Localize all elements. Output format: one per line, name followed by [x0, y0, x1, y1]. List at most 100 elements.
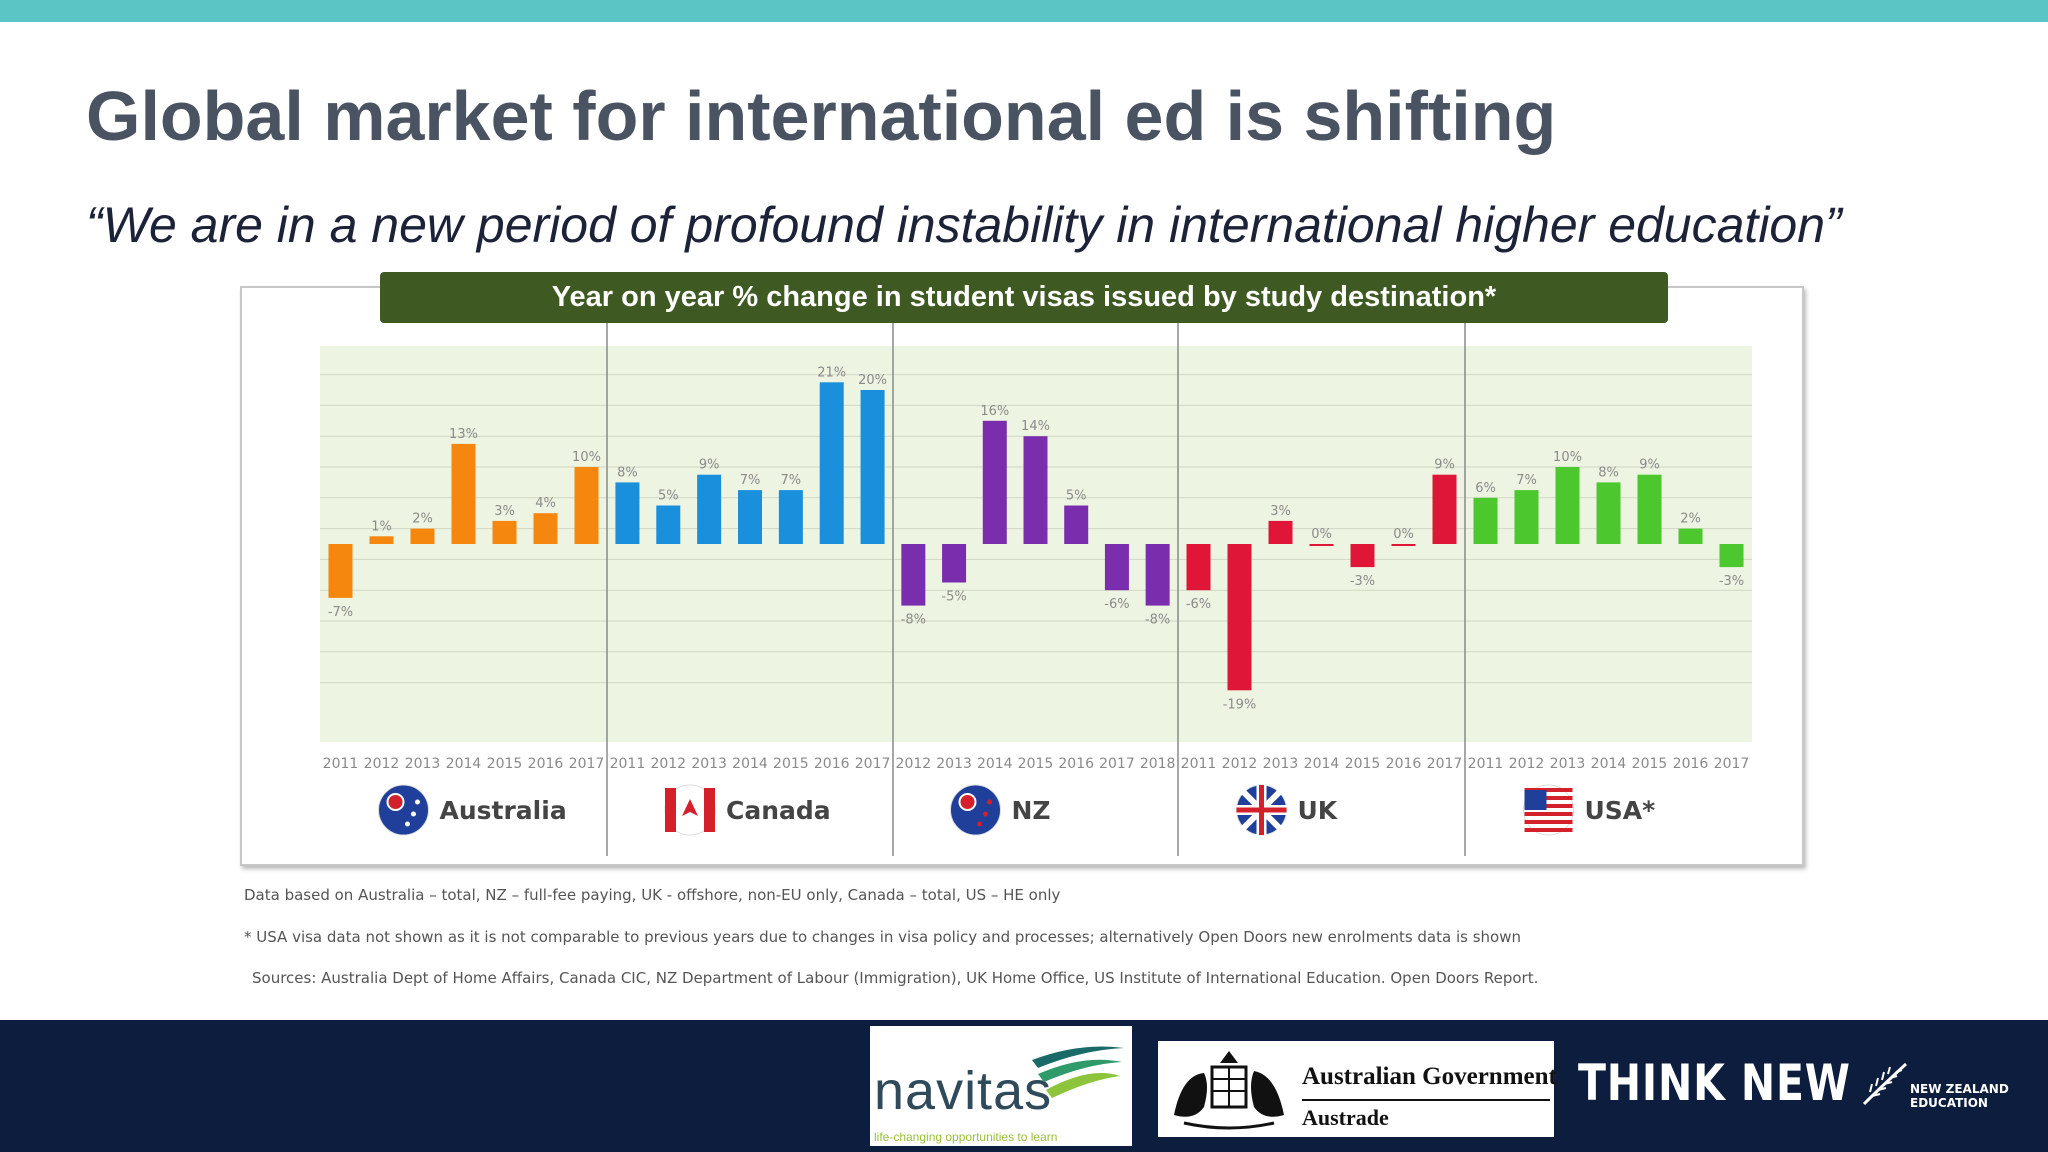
- chart-heading: Year on year % change in student visas i…: [380, 272, 1668, 323]
- series-uk: -6% 2011 -19% 2012 3% 2013 0% 2014 -3% 2015 0% 2016…: [1181, 458, 1463, 772]
- data-label: 4%: [535, 496, 556, 511]
- data-label: 7%: [781, 473, 802, 488]
- data-label: -5%: [941, 590, 966, 605]
- flag-band: [704, 788, 715, 832]
- star: [405, 821, 410, 827]
- star: [415, 799, 420, 805]
- x-tick-label: 2013: [1550, 756, 1586, 772]
- nz-education-line1: NEW ZEALAND: [1910, 1082, 2009, 1096]
- data-label: -3%: [1350, 574, 1375, 589]
- data-label: -3%: [1719, 574, 1744, 589]
- stripe: [1524, 804, 1573, 808]
- austrade-logo: Australian Government Austrade: [1158, 1041, 1557, 1137]
- data-label: -8%: [901, 613, 926, 628]
- bar: [1473, 497, 1498, 544]
- data-label: 2%: [412, 512, 433, 527]
- bar: [1268, 520, 1293, 544]
- bar: [369, 536, 394, 544]
- data-label: -6%: [1104, 597, 1129, 612]
- x-tick-label: 2012: [650, 756, 686, 772]
- x-tick-label: 2017: [569, 756, 605, 772]
- bar: [1350, 544, 1375, 568]
- bar: [1023, 436, 1048, 544]
- usa-footnote: * USA visa data not shown as it is not c…: [244, 928, 1521, 946]
- canton: [1524, 790, 1547, 810]
- x-tick-label: 2014: [446, 756, 482, 772]
- group-label: UK: [1298, 796, 1339, 825]
- top-accent-band: [0, 0, 2048, 22]
- stripe: [1524, 812, 1573, 816]
- x-tick-label: 2016: [814, 756, 850, 772]
- bar: [697, 474, 722, 544]
- data-label: 5%: [1066, 489, 1087, 504]
- x-tick-label: 2017: [855, 756, 891, 772]
- x-tick-label: 2015: [1632, 756, 1668, 772]
- bar: [451, 443, 476, 544]
- bar: [328, 544, 353, 598]
- data-label: 5%: [658, 489, 679, 504]
- bar: [615, 482, 640, 544]
- data-label: 7%: [1516, 473, 1537, 488]
- navitas-tagline: life-changing opportunities to learn: [874, 1130, 1058, 1144]
- canada-flag-icon: [664, 784, 716, 836]
- slide-quote: “We are in a new period of profound inst…: [86, 197, 1842, 253]
- x-tick-label: 2011: [323, 756, 359, 772]
- bar: [1391, 544, 1416, 546]
- data-label: -6%: [1186, 597, 1211, 612]
- austrade-text: Austrade: [1302, 1105, 1389, 1130]
- series-usa: 6% 2011 7% 2012 10% 2013 8% 2014 9% 2015 2% 2016 -3%…: [1468, 450, 1750, 772]
- slide-title: Global market for international ed is sh…: [86, 77, 1557, 155]
- think-new-logo: THINK NEW: [1578, 1054, 1851, 1112]
- data-label: 3%: [494, 504, 515, 519]
- x-tick-label: 2017: [1099, 756, 1135, 772]
- x-tick-label: 2011: [1468, 756, 1504, 772]
- x-tick-label: 2013: [405, 756, 441, 772]
- maple-leaf: [682, 799, 698, 816]
- sources-note: Sources: Australia Dept of Home Affairs,…: [252, 969, 1539, 987]
- bar: [1555, 467, 1580, 544]
- flag-disc: [950, 784, 1001, 836]
- group-label: Canada: [726, 796, 831, 825]
- navitas-logo: navitas life-changing opportunities to l…: [870, 1026, 1132, 1146]
- data-label: 8%: [1598, 465, 1619, 480]
- bar: [1064, 505, 1089, 544]
- group-label: NZ: [1012, 796, 1051, 825]
- cross-red: [1236, 785, 1287, 835]
- star: [411, 811, 416, 817]
- bar: [942, 544, 967, 583]
- series-australia: -7% 2011 1% 2012 2% 2013 13% 2014 3% 2015 4% 2016 10…: [323, 427, 605, 772]
- austrade-divider: [1302, 1099, 1550, 1101]
- data-label: 7%: [740, 473, 761, 488]
- x-tick-label: 2011: [610, 756, 646, 772]
- data-label: 10%: [1553, 450, 1582, 465]
- x-tick-label: 2018: [1140, 756, 1176, 772]
- data-label: 13%: [449, 427, 478, 442]
- x-tick-label: 2015: [487, 756, 523, 772]
- data-label: 21%: [817, 365, 846, 380]
- nz-education-line2: EDUCATION: [1910, 1096, 1988, 1110]
- navitas-swoosh-icon: [1032, 1046, 1124, 1098]
- group-label: Australia: [440, 796, 567, 825]
- x-tick-label: 2012: [1509, 756, 1545, 772]
- star: [983, 811, 988, 817]
- nz-flag-icon: [950, 784, 1001, 836]
- stripe: [1524, 788, 1573, 792]
- x-tick-label: 2017: [1427, 756, 1463, 772]
- nz-education-logo: NEW ZEALAND EDUCATION: [1910, 1082, 2009, 1110]
- data-label: -7%: [328, 605, 353, 620]
- data-label: -8%: [1145, 613, 1170, 628]
- x-tick-label: 2017: [1714, 756, 1750, 772]
- bar: [1186, 544, 1211, 591]
- x-tick-label: 2011: [1181, 756, 1217, 772]
- union-badge: [386, 793, 405, 811]
- x-tick-label: 2015: [1018, 756, 1054, 772]
- data-label: 20%: [858, 373, 887, 388]
- coat-of-arms-icon: [1174, 1051, 1284, 1130]
- data-label: 16%: [980, 404, 1009, 419]
- star: [987, 799, 992, 805]
- bar: [1678, 528, 1703, 544]
- bar: [1309, 544, 1334, 546]
- x-tick-label: 2016: [1386, 756, 1422, 772]
- data-label: 0%: [1393, 527, 1414, 542]
- bar: [982, 420, 1007, 544]
